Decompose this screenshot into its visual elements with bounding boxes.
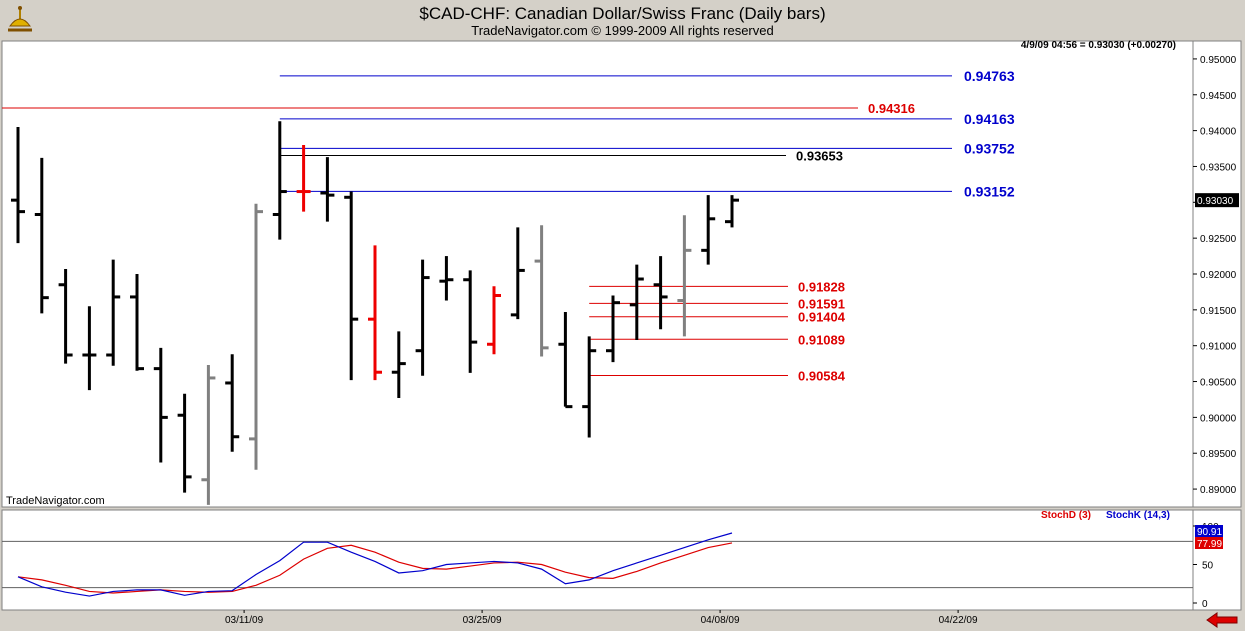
ohlc-bar xyxy=(701,195,716,265)
stoch-value-box xyxy=(1195,525,1223,537)
level-label: 0.91591 xyxy=(798,296,845,311)
ohlc-bar xyxy=(249,203,263,470)
ohlc-bar xyxy=(34,157,49,314)
chart-subtitle: TradeNavigator.com © 1999-2009 All right… xyxy=(471,23,774,38)
level-label: 0.91828 xyxy=(798,279,845,294)
stoch-line xyxy=(17,532,733,597)
price-tick-label: 0.91000 xyxy=(1200,342,1237,353)
ohlc-bar xyxy=(368,245,382,381)
last-price-box xyxy=(1195,193,1239,208)
ohlc-bar xyxy=(725,195,739,228)
ohlc-bar xyxy=(177,393,192,493)
stoch-legend-entry: StochK (14,3) xyxy=(1106,510,1170,521)
ohlc-bar xyxy=(391,331,406,399)
scroll-right-arrow-icon[interactable] xyxy=(1205,612,1239,628)
ohlc-bar xyxy=(320,157,335,222)
x-tick-label: 04/08/09 xyxy=(701,615,740,626)
price-tick-label: 0.94000 xyxy=(1200,127,1237,138)
ohlc-bar xyxy=(439,256,454,301)
ohlc-bar xyxy=(82,306,97,391)
ohlc-bar xyxy=(534,225,549,357)
ohlc-bar xyxy=(487,286,501,355)
price-tick-label: 0.89500 xyxy=(1200,449,1237,460)
ohlc-bar xyxy=(106,259,121,366)
stoch-value-label: 77.99 xyxy=(1197,539,1222,550)
stoch-value-label: 90.91 xyxy=(1197,527,1222,538)
ohlc-bar xyxy=(558,311,573,409)
ohlc-bar xyxy=(201,365,216,505)
price-tick-label: 0.92000 xyxy=(1200,270,1237,281)
level-label: 0.94316 xyxy=(868,101,915,116)
price-tick-label: 0.92500 xyxy=(1200,234,1237,245)
level-label: 0.90584 xyxy=(798,369,846,384)
level-label: 0.93152 xyxy=(964,183,1015,199)
ohlc-bar xyxy=(653,256,668,330)
level-label: 0.93752 xyxy=(964,140,1015,156)
ohlc-bar xyxy=(677,215,692,337)
price-tick-label: 0.89000 xyxy=(1200,485,1237,496)
ohlc-bar xyxy=(510,227,525,320)
level-label: 0.94163 xyxy=(964,111,1015,127)
ohlc-bar xyxy=(153,347,168,463)
last-price-label: 0.93030 xyxy=(1197,196,1234,207)
x-tick-label: 03/25/09 xyxy=(463,615,502,626)
ohlc-bar xyxy=(130,274,144,371)
ohlc-bar xyxy=(629,264,644,340)
ohlc-bar xyxy=(582,336,597,438)
price-tick-label: 0.90500 xyxy=(1200,378,1237,389)
level-label: 0.91089 xyxy=(798,332,845,347)
level-label: 0.93653 xyxy=(796,148,843,163)
ohlc-bar xyxy=(463,270,478,373)
price-tick-label: 0.94500 xyxy=(1200,91,1237,102)
level-label: 0.91404 xyxy=(798,310,846,325)
price-tick-label: 0.95000 xyxy=(1200,55,1237,66)
ohlc-bar xyxy=(272,121,287,240)
price-tick-label: 0.91500 xyxy=(1200,306,1237,317)
x-tick-label: 03/11/09 xyxy=(225,615,264,626)
stoch-value-box xyxy=(1195,537,1223,549)
ohlc-bar xyxy=(415,259,430,376)
x-tick-label: 04/22/09 xyxy=(939,615,978,626)
price-tick-label: 0.93500 xyxy=(1200,162,1237,173)
price-axis-panel xyxy=(1192,40,1242,508)
chart-title: $CAD-CHF: Canadian Dollar/Swiss Franc (D… xyxy=(419,4,826,23)
stoch-line xyxy=(17,542,733,594)
quote-line: 4/9/09 04:56 = 0.93030 (+0.00270) xyxy=(1021,40,1176,51)
stoch-tick-label: 0 xyxy=(1202,599,1208,610)
ohlc-bar xyxy=(225,354,240,452)
watermark: TradeNavigator.com xyxy=(6,495,105,507)
price-tick-label: 0.90000 xyxy=(1200,413,1237,424)
sextant-icon xyxy=(8,6,32,32)
ohlc-bar xyxy=(606,295,620,363)
level-label: 0.94763 xyxy=(964,68,1015,84)
stoch-legend-entry: StochD (3) xyxy=(1041,510,1091,521)
ohlc-bar xyxy=(11,127,25,244)
stoch-tick-label: 50 xyxy=(1202,561,1214,572)
ohlc-bar xyxy=(58,268,73,364)
ohlc-bar xyxy=(296,144,311,212)
ohlc-bar xyxy=(344,191,359,381)
